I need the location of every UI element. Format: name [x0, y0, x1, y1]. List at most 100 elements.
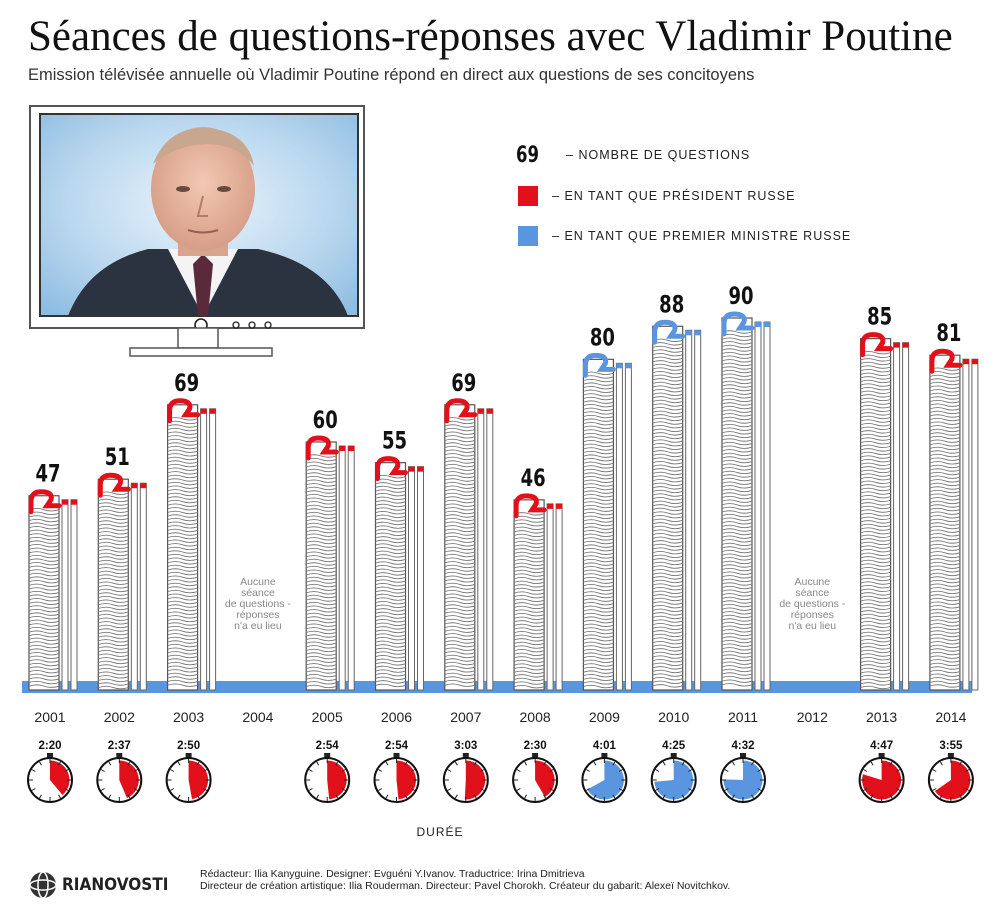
- bar-cap-side: [755, 322, 761, 327]
- ria-logo: RIANOVOSTI: [28, 870, 180, 900]
- stopwatch-tick: [177, 794, 181, 799]
- bar-side-column: [754, 321, 762, 691]
- bar-cap-side: [486, 408, 493, 414]
- bar-cap-side: [408, 466, 415, 472]
- stopwatch-tick: [177, 761, 181, 766]
- stopwatch-tick: [39, 761, 42, 766]
- stopwatch-fill: [327, 760, 347, 800]
- stopwatch-tick: [410, 769, 415, 772]
- stopwatch-tick: [404, 794, 408, 799]
- credits-line-2: Directeur de création artistique: Ilia R…: [200, 880, 731, 892]
- stopwatch-tick: [335, 794, 339, 799]
- bar: [97, 472, 147, 691]
- bar-side-column: [546, 503, 554, 691]
- stopwatch-tick: [655, 788, 660, 791]
- stopwatch-tick: [593, 761, 597, 766]
- stopwatch-crown: [532, 753, 539, 758]
- stopwatch-crown: [393, 753, 400, 758]
- ria-globe-icon: [29, 871, 57, 899]
- year-label: 2014: [935, 709, 966, 725]
- stopwatch-tick: [593, 794, 597, 799]
- bar-question-cap: [721, 311, 755, 337]
- bar-cap-side: [971, 359, 978, 365]
- stopwatch-tick: [939, 794, 943, 799]
- stopwatch-tick: [473, 794, 477, 799]
- stopwatch-icon: [304, 753, 351, 803]
- television-icon: [29, 105, 365, 357]
- page-title: Séances de questions-réponses avec Vladi…: [28, 13, 953, 60]
- bar-page-lines: [98, 491, 129, 690]
- duration-axis-label: DURÉE: [416, 824, 463, 839]
- stopwatch-tick: [454, 794, 458, 799]
- duration-label: 2:54: [385, 740, 409, 752]
- stopwatch-fill: [535, 760, 555, 797]
- stopwatch-icon: [720, 753, 766, 803]
- stopwatch-tick: [939, 761, 943, 766]
- stopwatch-icon: [512, 753, 559, 803]
- year-label: 2012: [797, 709, 828, 725]
- stopwatch-fill: [934, 760, 971, 800]
- bar: [929, 348, 979, 691]
- bar-cap-side: [477, 408, 484, 414]
- bar-page-lines: [929, 367, 961, 688]
- stopwatch-tick: [170, 769, 175, 772]
- stopwatch-fill: [654, 760, 694, 800]
- bar: [859, 332, 910, 691]
- stopwatch-tick: [896, 788, 901, 791]
- bar-side-column: [763, 321, 771, 691]
- stopwatch-tick: [751, 761, 754, 766]
- bar-side-column: [130, 482, 138, 691]
- stopwatch-tick: [870, 794, 874, 799]
- stopwatch-tick: [108, 761, 112, 766]
- bar-cap-side: [556, 503, 563, 509]
- stopwatch-tick: [447, 769, 452, 772]
- duration-label: 2:20: [38, 740, 61, 752]
- bar-cap-side: [200, 408, 207, 414]
- bar-cap-side: [962, 359, 969, 365]
- stopwatch-crown: [670, 753, 677, 758]
- legend: 69 NOMBRE DE QUESTIONS EN TANT QUE PRÉSI…: [516, 140, 956, 260]
- stopwatch-tick: [751, 794, 754, 799]
- bar-page-lines: [444, 417, 475, 687]
- stopwatch-tick: [480, 788, 485, 791]
- stopwatch-tick: [39, 794, 42, 799]
- bar: [721, 311, 771, 691]
- stopwatch-tick: [516, 788, 521, 791]
- bar-page-lines: [721, 330, 753, 687]
- stopwatch-tick: [133, 769, 138, 772]
- legend-row-pm: EN TANT QUE PREMIER MINISTRE RUSSE: [516, 221, 851, 251]
- bar-cap-side: [140, 483, 147, 489]
- value-label: 46: [521, 464, 546, 492]
- bar-cap-side: [893, 342, 900, 348]
- bar-side-column: [417, 466, 424, 691]
- stopwatch-tick: [585, 788, 590, 791]
- stopwatch-tick: [316, 761, 320, 766]
- year-label: 2002: [104, 709, 135, 725]
- year-label: 2003: [173, 709, 204, 725]
- duration-label: 4:01: [593, 740, 617, 752]
- duration-label: 2:50: [177, 740, 200, 752]
- stopwatch-tick: [170, 788, 175, 791]
- legend-count-label: NOMBRE DE QUESTIONS: [566, 148, 750, 162]
- bar-cap-side: [764, 322, 770, 327]
- stopwatch-tick: [203, 788, 208, 791]
- bar: [167, 398, 217, 691]
- stopwatch-tick: [58, 761, 61, 766]
- bar-question-cap: [513, 493, 547, 519]
- value-label: 69: [451, 369, 476, 397]
- stopwatch-tick: [524, 761, 528, 766]
- bar: [652, 319, 702, 691]
- stopwatch-icon: [165, 753, 212, 803]
- value-label: 85: [867, 303, 892, 331]
- stopwatch-icon: [442, 753, 489, 803]
- bar-side-column: [486, 408, 494, 691]
- stopwatch-tick: [618, 769, 623, 772]
- bar-side-column: [685, 329, 693, 691]
- timeline-baseline: [22, 681, 972, 693]
- legend-president-swatch: [518, 186, 538, 206]
- year-label: 2007: [450, 709, 481, 725]
- stopwatch-fill: [464, 760, 486, 800]
- stopwatch-icon: [927, 753, 974, 803]
- value-label: 81: [936, 320, 961, 348]
- stopwatch-tick: [410, 788, 415, 791]
